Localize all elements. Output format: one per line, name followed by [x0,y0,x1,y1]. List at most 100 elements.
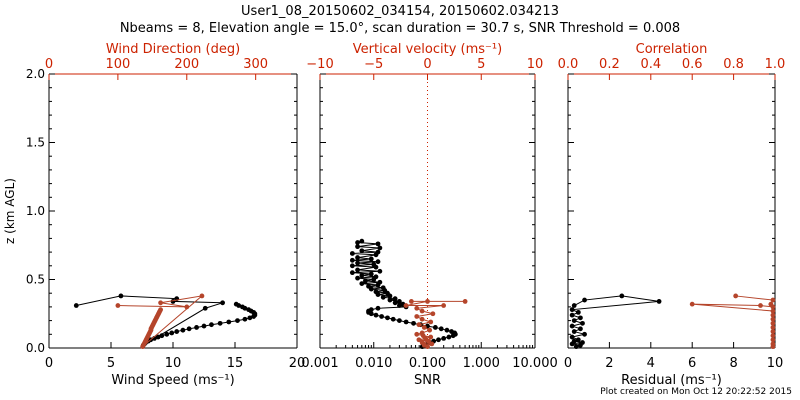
top-tick-label: 0.8 [723,57,744,72]
residual-series-0-point [578,315,583,321]
residual-series-0-point [573,344,579,350]
snr-series-0-point [359,281,365,287]
snr-series-1-point [416,322,422,328]
snr-series-0-point [387,297,393,303]
wind-series-0-point [209,322,214,328]
snr-series-1-point [422,336,428,341]
snr-series-0-point [446,334,452,340]
snr-series-0-point [387,293,393,299]
residual-series-1-point [689,301,695,307]
residual-series-1-point [770,320,776,326]
residual-series-1-point [770,297,776,303]
wind-series-1-point [199,293,205,299]
x-tick-label: 8 [729,356,737,371]
snr-series-0-point [363,278,368,284]
top-tick-label: 5 [477,57,485,72]
x-tick-label: 1.000 [463,356,500,371]
snr-series-0-point [385,315,390,321]
y-tick-label: 1.0 [26,204,45,218]
snr-series-0-point [396,303,402,308]
wind-series-0-point [247,315,253,321]
snr-series-0-point [444,327,450,333]
snr-series-1-point [419,308,425,314]
snr-series-0-point [355,255,360,260]
snr-series-0-point [403,319,409,325]
top-tick-label: 200 [174,57,199,72]
snr-series-1-point [416,337,422,343]
snr-series-0-point [368,256,374,262]
snr-series-0-point [377,245,383,251]
residual-series-1-point [770,325,776,330]
snr-series-0-point [373,264,379,270]
wind-series-1-point [158,300,164,306]
snr-series-1-point [414,331,420,337]
snr-series-0-point [432,325,438,330]
snr-series-0-point [375,282,381,288]
snr-series-0-point [450,333,456,339]
chart-title: User1_08_20150602_034154, 20150602.03421… [241,4,559,19]
residual-series-1-point [770,333,776,339]
residual-series-1-point [733,293,739,299]
top-tick-label: −5 [364,57,383,72]
snr-series-0-point [392,300,398,306]
residual-series-0-point [582,297,587,303]
top-tick-label: 300 [243,57,268,72]
wind-series-0-point [220,300,226,306]
snr-series-0-point [359,248,365,254]
snr-series-1-point [425,344,430,350]
top-tick-label: 100 [105,57,130,72]
x-tick-label: 15 [227,356,244,371]
top-tick-label: 0.6 [682,57,703,72]
residual-series-0-point [578,342,583,348]
x-axis-label: SNR [414,373,441,388]
wind-series-0-point [194,325,199,330]
x-axis-label: Residual (ms⁻¹) [621,373,722,388]
x-tick-label: 10 [165,356,182,371]
x-tick-label: 0 [564,356,572,371]
snr-series-0-point [377,268,383,274]
wind-series-0-point [240,304,245,310]
residual-series-0-point [569,334,575,340]
snr-series-0-point [373,312,379,318]
y-tick-label: 0.0 [26,341,45,355]
snr-series-0-point [396,299,402,304]
snr-series-0-point [349,257,355,263]
snr-series-0-point [355,260,360,266]
residual-series-1-point [770,304,776,310]
snr-series-0-point [436,337,441,343]
residual-series-0-point [582,331,587,337]
snr-series-0-point [375,241,381,247]
snr-series-0-point [368,286,374,292]
snr-series-0-point [441,336,447,341]
residual-series-0-point [619,293,625,299]
snr-series-1-point [441,303,447,308]
snr-series-0-point [390,316,396,322]
x-tick-label: 2 [605,356,613,371]
x-tick-label: 0 [45,356,53,371]
snr-series-0-point [438,326,444,332]
wind-series-1-point [184,304,190,310]
wind-series-0-point [186,326,192,332]
wind-series-0-point [174,329,180,334]
top-tick-label: 0.4 [640,57,661,72]
x-tick-label: 4 [647,356,655,371]
residual-series-1-point [770,312,776,318]
residual-series-0-point [571,303,577,308]
wind-series-0-point [235,318,240,323]
snr-series-1-point [430,311,436,317]
wind-series-0-point [246,307,252,313]
residual-series-1-point [770,329,776,334]
x-tick-label: 20 [289,356,306,371]
top-tick-label: −10 [306,57,333,72]
snr-series-1-point [426,338,431,344]
wind-series-1-point [158,307,164,313]
top-tick-label: 0.2 [599,57,620,72]
snr-series-1-point [425,299,430,304]
snr-series-0-point [355,267,360,273]
plot-footer: Plot created on Mon Oct 12 20:22:52 2015 [600,387,792,397]
snr-series-0-point [368,311,374,317]
snr-series-0-point [392,296,398,302]
snr-series-0-point [359,272,365,278]
snr-series-1-point [414,305,420,311]
wind-series-0-point [169,330,175,336]
